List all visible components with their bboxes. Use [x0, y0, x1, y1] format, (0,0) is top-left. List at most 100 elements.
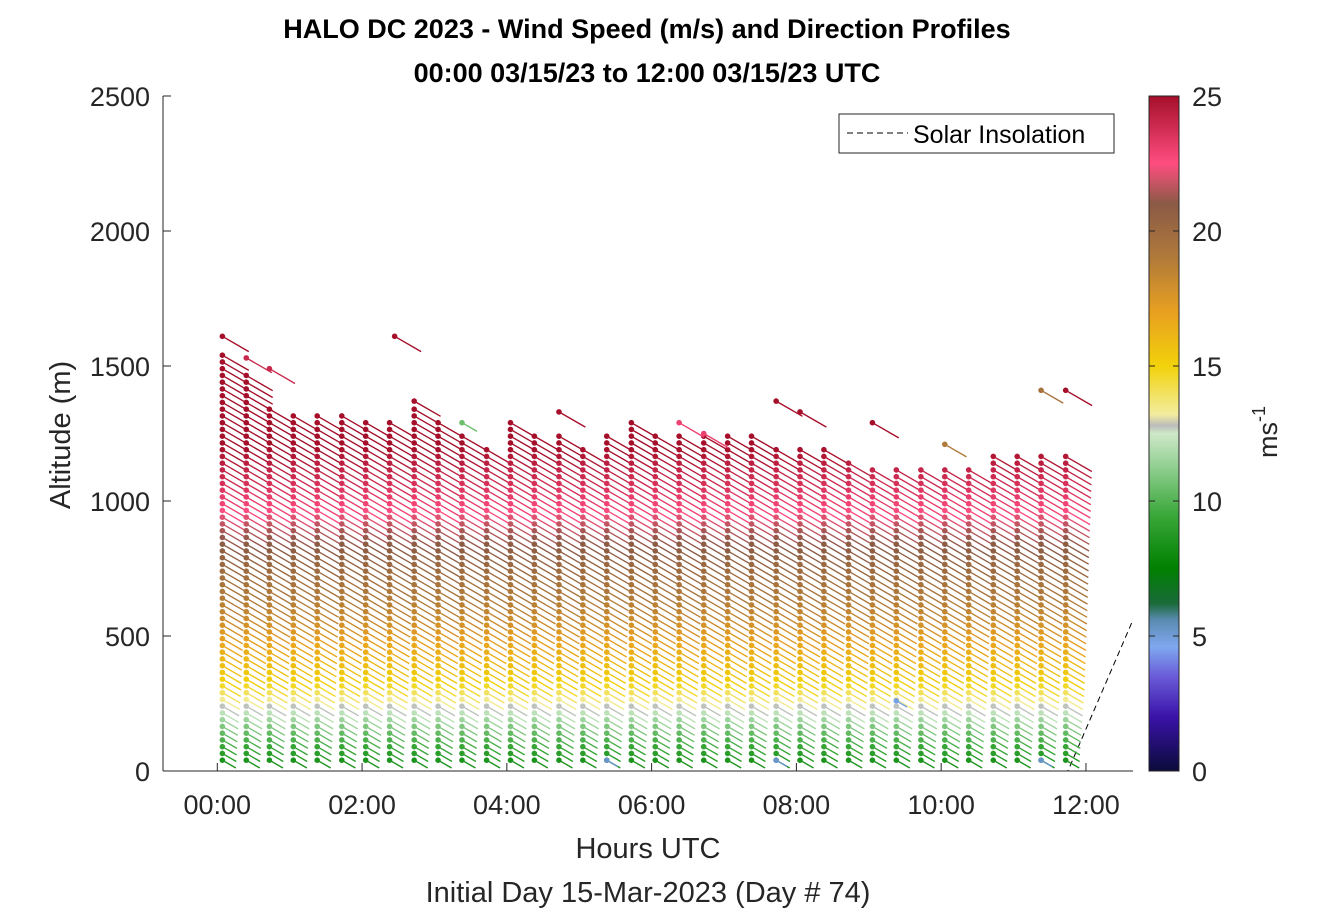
- wind-barb-point: [266, 743, 273, 750]
- wind-barb-point: [918, 527, 924, 534]
- wind-barb: [992, 725, 1010, 736]
- wind-barb: [222, 550, 246, 565]
- wind-barb-point: [918, 541, 924, 547]
- wind-barb: [486, 604, 509, 618]
- wind-barb-point: [219, 426, 226, 433]
- wind-barb: [365, 543, 390, 559]
- wind-barb: [895, 597, 919, 612]
- wind-barb: [751, 611, 774, 625]
- wind-barb-point: [965, 534, 972, 541]
- wind-barb: [389, 651, 410, 665]
- wind-barb-point: [459, 527, 465, 534]
- wind-barb-point: [290, 473, 297, 480]
- wind-barb: [1040, 698, 1059, 711]
- wind-barb: [630, 570, 655, 585]
- wind-barb: [558, 712, 576, 724]
- wind-barb: [1065, 584, 1089, 599]
- wind-barb: [727, 692, 746, 704]
- wind-barb: [461, 590, 485, 605]
- wind-barb: [437, 685, 457, 698]
- legend-box: [838, 113, 1115, 154]
- wind-barb: [269, 509, 295, 526]
- wind-barb-point: [411, 554, 417, 561]
- wind-barb: [920, 563, 944, 579]
- wind-barb-point: [219, 554, 226, 561]
- wind-barb: [872, 644, 893, 658]
- wind-barb-point: [314, 743, 320, 750]
- wind-barb-point: [266, 649, 273, 655]
- wind-barb: [365, 496, 392, 513]
- wind-barb-point: [556, 514, 562, 520]
- wind-barb: [341, 577, 365, 592]
- wind-barb-point: [580, 473, 586, 480]
- wind-barb-point: [411, 689, 417, 696]
- colorbar-label: ms-1: [1249, 406, 1283, 458]
- wind-barb-point: [1062, 500, 1069, 507]
- wind-barb-point: [821, 696, 827, 703]
- wind-barb: [992, 739, 1009, 750]
- wind-barb: [968, 557, 992, 572]
- wind-barb: [534, 482, 561, 499]
- wind-barb-point: [676, 676, 682, 682]
- wind-barb-point: [893, 602, 900, 608]
- wind-barb: [775, 523, 801, 539]
- wind-barb-point: [314, 730, 320, 736]
- wind-barb: [823, 678, 843, 691]
- wind-barb: [1016, 523, 1042, 539]
- wind-barb-point: [580, 710, 586, 716]
- wind-barb-point: [314, 548, 320, 554]
- wind-barb-point: [580, 595, 586, 601]
- wind-barb-point: [1062, 514, 1069, 520]
- wind-barb-point: [435, 656, 441, 662]
- wind-barb: [895, 671, 916, 685]
- wind-barb-point: [821, 716, 827, 723]
- wind-barb: [269, 577, 293, 592]
- wind-barb-point: [821, 635, 827, 642]
- wind-barb-point: [459, 440, 465, 446]
- wind-barb: [678, 698, 697, 711]
- wind-barb: [292, 725, 310, 736]
- wind-barb-point: [652, 467, 659, 473]
- wind-barb: [823, 611, 846, 625]
- wind-barb-point: [243, 696, 250, 703]
- wind-barb-point: [507, 676, 514, 682]
- wind-barb-point: [338, 541, 345, 547]
- wind-barb-point: [821, 527, 827, 534]
- wind-barb: [245, 651, 267, 665]
- wind-barb-point: [1062, 581, 1069, 588]
- wind-barb: [534, 584, 557, 599]
- wind-barb-point: [773, 467, 779, 473]
- wind-barb: [1016, 570, 1040, 585]
- wind-barb: [944, 624, 966, 638]
- wind-barb: [968, 617, 991, 632]
- wind-barb: [799, 590, 823, 605]
- wind-barb: [365, 651, 386, 665]
- wind-barb: [413, 590, 437, 605]
- wind-barb-point: [797, 662, 803, 669]
- wind-barb: [365, 719, 382, 730]
- wind-barb-point: [243, 548, 250, 554]
- wind-barb: [895, 611, 918, 625]
- wind-barb: [872, 422, 900, 439]
- wind-barb: [389, 449, 417, 466]
- wind-barb-point: [724, 608, 731, 615]
- wind-barb: [703, 692, 722, 704]
- wind-barb: [920, 509, 946, 526]
- wind-barb-point: [797, 460, 803, 467]
- wind-barb-point: [290, 534, 297, 541]
- wind-barb: [558, 725, 575, 736]
- wind-barb: [582, 658, 603, 671]
- wind-barb-point: [507, 669, 514, 676]
- wind-barb: [823, 550, 848, 565]
- wind-barb: [1040, 577, 1064, 592]
- wind-barb-point: [748, 460, 755, 467]
- wind-barb-point: [1014, 494, 1020, 500]
- wind-barb: [606, 604, 629, 618]
- wind-barb: [222, 476, 249, 493]
- wind-barb: [486, 489, 513, 506]
- wind-barb: [944, 509, 970, 526]
- wind-barb-point: [797, 480, 803, 487]
- wind-barb-point: [338, 689, 345, 696]
- wind-barb-point: [748, 642, 755, 649]
- wind-barb: [631, 530, 656, 545]
